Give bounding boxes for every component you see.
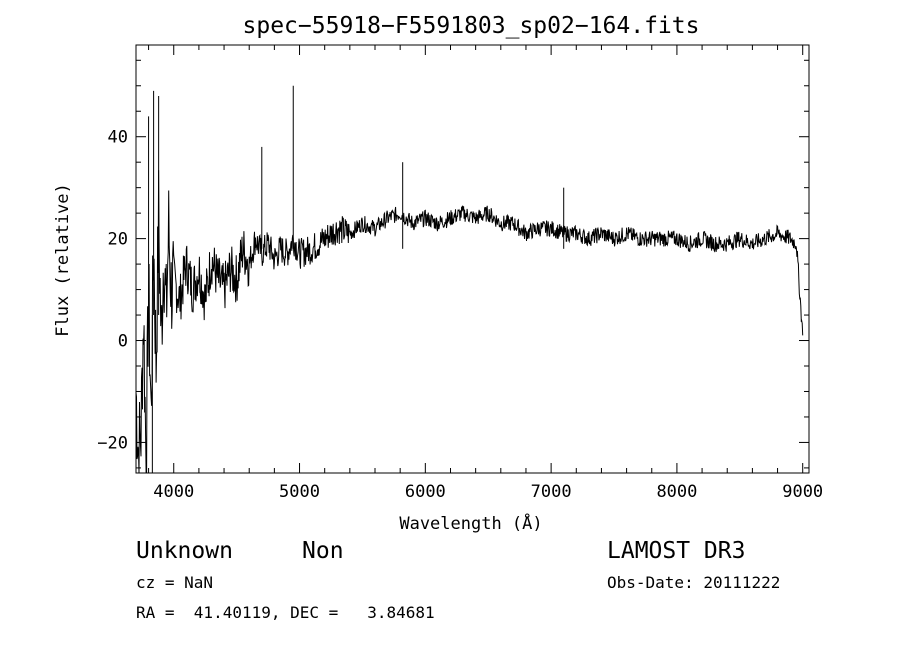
plot-frame	[135, 44, 810, 474]
survey-name: LAMOST DR3	[607, 538, 746, 564]
x-axis-label: Wavelength (Å)	[399, 512, 542, 534]
x-axis-ticks: 4000 5000 6000 7000 8000 9000	[148, 45, 823, 502]
emission-spikes	[148, 85, 565, 473]
y-tick-label: 0	[118, 332, 128, 352]
x-tick-label: 8000	[656, 482, 697, 502]
x-tick-label: 6000	[405, 482, 446, 502]
x-tick-label: 7000	[531, 482, 572, 502]
y-axis-ticks: −20 0 20 40	[97, 59, 809, 469]
x-tick-label: 4000	[153, 482, 194, 502]
y-tick-label: 20	[108, 230, 128, 250]
x-tick-label: 9000	[782, 482, 823, 502]
obs-date: Obs-Date: 20111222	[607, 573, 781, 592]
y-axis-label: Flux (relative)	[53, 183, 73, 337]
object-class: Unknown	[136, 538, 233, 564]
y-tick-label: −20	[97, 433, 128, 453]
chart-title: spec−55918−F5591803_sp02−164.fits	[243, 13, 700, 39]
object-subclass: Non	[302, 538, 344, 564]
ra-dec: RA = 41.40119, DEC = 3.84681	[136, 603, 435, 622]
spectrum-line	[135, 170, 804, 474]
y-tick-label: 40	[108, 128, 128, 148]
cz-value: cz = NaN	[136, 573, 214, 592]
x-tick-label: 5000	[279, 482, 320, 502]
spectrum-chart: spec−55918−F5591803_sp02−164.fits 4000 50…	[53, 13, 823, 534]
